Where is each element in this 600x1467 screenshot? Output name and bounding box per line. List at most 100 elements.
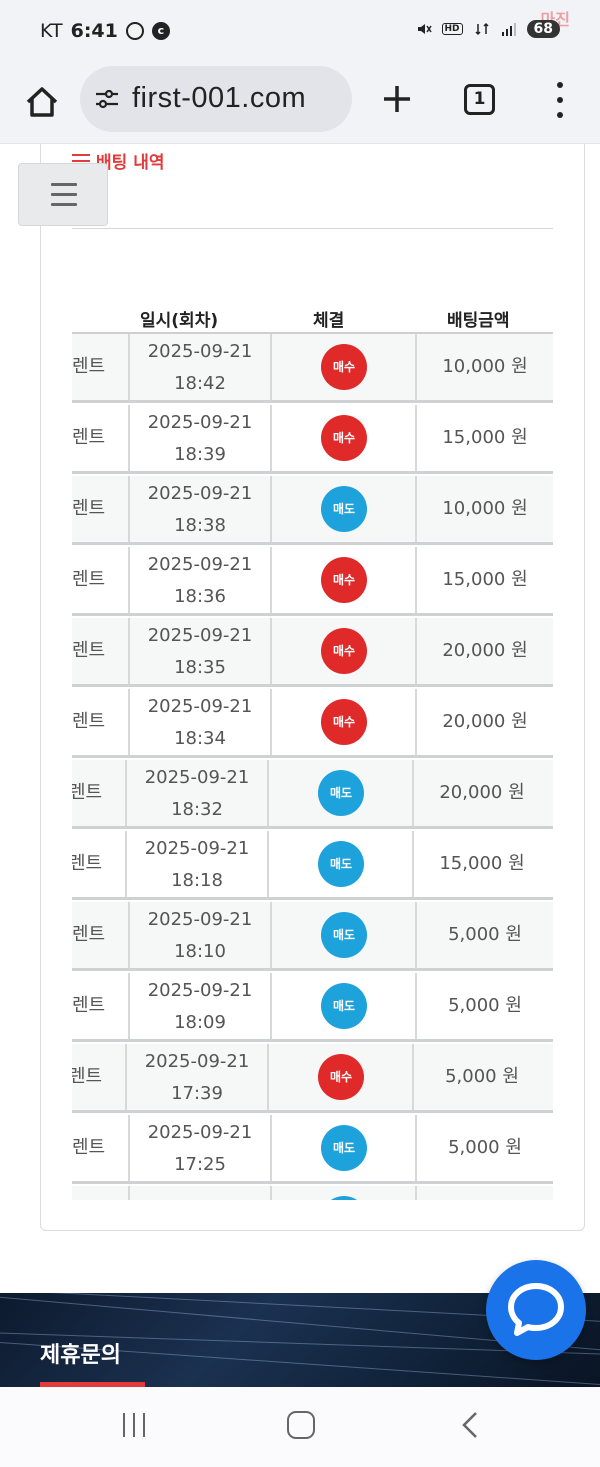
- betting-table: 일시(회차) 체결 배팅금액 렌트 2025-09-21 18:42 매수 10,000…: [72, 300, 553, 1200]
- row-date: 2025-09-21: [147, 554, 253, 575]
- row-datetime: 2025-09-21 18:10: [128, 902, 272, 968]
- row-name: 렌트: [72, 1066, 103, 1087]
- row-amount: 15,000 원: [442, 427, 528, 448]
- status-right: HD 68: [416, 20, 560, 38]
- row-datetime: 2025-09-21 18:35: [128, 618, 272, 684]
- row-datetime: 2025-09-21 18:36: [128, 547, 272, 613]
- row-execution: 매수: [272, 405, 417, 471]
- table-row: 렌트 2025-09-21 18:36 매수 15,000 원: [72, 547, 553, 616]
- row-datetime: 2025-09-21 17:39: [125, 1044, 269, 1110]
- battery-level: 68: [526, 20, 560, 38]
- execution-badge: 매수: [321, 628, 367, 674]
- clock: 6:41: [70, 20, 118, 42]
- row-datetime: [128, 1186, 272, 1200]
- row-amount: 5,000 원: [445, 1066, 519, 1087]
- row-name: 렌트: [72, 427, 106, 448]
- table-row: 렌트 2025-09-21 18:09 매도 5,000 원: [72, 973, 553, 1042]
- row-time: 18:42: [174, 373, 226, 394]
- new-tab-icon[interactable]: [380, 82, 414, 116]
- execution-badge: 매도: [321, 983, 367, 1029]
- row-execution: 매수: [269, 1044, 414, 1110]
- execution-badge: 매도: [318, 841, 364, 887]
- table-row: 렌트 2025-09-21 18:18 매도 15,000 원: [72, 831, 553, 900]
- row-execution: 매도: [272, 902, 417, 968]
- row-date: 2025-09-21: [147, 412, 253, 433]
- home-icon[interactable]: [22, 82, 62, 122]
- row-name: 렌트: [72, 498, 106, 519]
- row-amount: 20,000 원: [442, 640, 528, 661]
- table-row: 렌트 2025-09-21 18:10 매도 5,000 원: [72, 902, 553, 971]
- row-date: 2025-09-21: [147, 483, 253, 504]
- table-row: 렌트 2025-09-21 18:35 매수 20,000 원: [72, 618, 553, 687]
- row-time: 18:36: [174, 586, 226, 607]
- row-datetime: 2025-09-21 18:09: [128, 973, 272, 1039]
- row-amount: 15,000 원: [439, 853, 525, 874]
- row-date: 2025-09-21: [147, 980, 253, 1001]
- row-amount: 20,000 원: [442, 711, 528, 732]
- row-time: 18:10: [174, 941, 226, 962]
- row-datetime: 2025-09-21 18:18: [125, 831, 269, 897]
- signal-icon: [501, 23, 516, 36]
- status-bar: KT 6:41 c 마진 HD 68: [0, 0, 600, 64]
- row-date: 2025-09-21: [144, 767, 250, 788]
- address-bar[interactable]: first-001.com: [80, 66, 352, 132]
- row-execution: 매도: [272, 973, 417, 1039]
- browser-menu-icon[interactable]: [554, 82, 566, 118]
- tab-switcher-button[interactable]: 1: [464, 84, 495, 115]
- execution-badge: 매수: [318, 1054, 364, 1100]
- row-name: 렌트: [72, 995, 106, 1016]
- row-time: 18:18: [171, 870, 223, 891]
- carrier-label: KT: [40, 20, 63, 42]
- nav-home-icon[interactable]: [287, 1411, 315, 1439]
- row-amount: 5,000 원: [448, 924, 522, 945]
- column-header-datetime: 일시(회차): [140, 311, 219, 331]
- side-menu-button[interactable]: [18, 163, 108, 226]
- row-amount: 10,000 원: [442, 498, 528, 519]
- row-amount: 20,000 원: [439, 782, 525, 803]
- table-row: 렌트 2025-09-21 18:42 매수 10,000 원: [72, 334, 553, 403]
- execution-badge: 매수: [321, 415, 367, 461]
- table-row: 렌트 2025-09-21 17:25 매도 5,000 원: [72, 1115, 553, 1184]
- chat-button[interactable]: [486, 1260, 586, 1360]
- row-execution: 매수: [272, 618, 417, 684]
- column-header-amount: 배팅금액: [447, 311, 510, 331]
- c-icon: c: [151, 22, 170, 40]
- row-date: 2025-09-21: [147, 341, 253, 362]
- row-time: 18:35: [174, 657, 226, 678]
- row-execution: 매도: [272, 1115, 417, 1181]
- row-name: 렌트: [72, 356, 106, 377]
- system-nav-bar: [0, 1387, 600, 1467]
- row-amount: 10,000 원: [442, 356, 528, 377]
- fan-icon: [125, 22, 144, 40]
- execution-badge: 매도: [321, 912, 367, 958]
- row-time: 17:25: [174, 1154, 226, 1175]
- chat-bubble-icon: [508, 1283, 564, 1336]
- row-datetime: 2025-09-21 18:42: [128, 334, 272, 400]
- row-datetime: 2025-09-21 18:38: [128, 476, 272, 542]
- row-date: 2025-09-21: [147, 696, 253, 717]
- back-icon[interactable]: [458, 1411, 482, 1439]
- table-row-partial: [72, 1186, 553, 1200]
- footer-title[interactable]: 제휴문의: [40, 1343, 121, 1368]
- row-name: 렌트: [72, 1137, 106, 1158]
- row-time: 18:38: [174, 515, 226, 536]
- row-name: 렌트: [72, 569, 106, 590]
- row-execution: 매수: [272, 689, 417, 755]
- row-execution: 매도: [269, 760, 414, 826]
- row-execution: 매도: [272, 476, 417, 542]
- site-settings-icon[interactable]: [94, 88, 120, 110]
- execution-badge: 매수: [321, 699, 367, 745]
- table-header: 일시(회차) 체결 배팅금액: [72, 300, 553, 332]
- table-row: 렌트 2025-09-21 18:32 매도 20,000 원: [72, 760, 553, 829]
- row-execution: [272, 1186, 417, 1200]
- footer-title-underline: [40, 1382, 145, 1387]
- row-datetime: 2025-09-21 17:25: [128, 1115, 272, 1181]
- table-row: 렌트 2025-09-21 18:39 매수 15,000 원: [72, 405, 553, 474]
- row-time: 18:32: [171, 799, 223, 820]
- row-date: 2025-09-21: [147, 625, 253, 646]
- recent-apps-icon[interactable]: [121, 1413, 147, 1437]
- execution-badge: [321, 1196, 367, 1200]
- table-header-rule: [72, 332, 553, 334]
- row-date: 2025-09-21: [144, 1051, 250, 1072]
- row-time: 17:39: [171, 1083, 223, 1104]
